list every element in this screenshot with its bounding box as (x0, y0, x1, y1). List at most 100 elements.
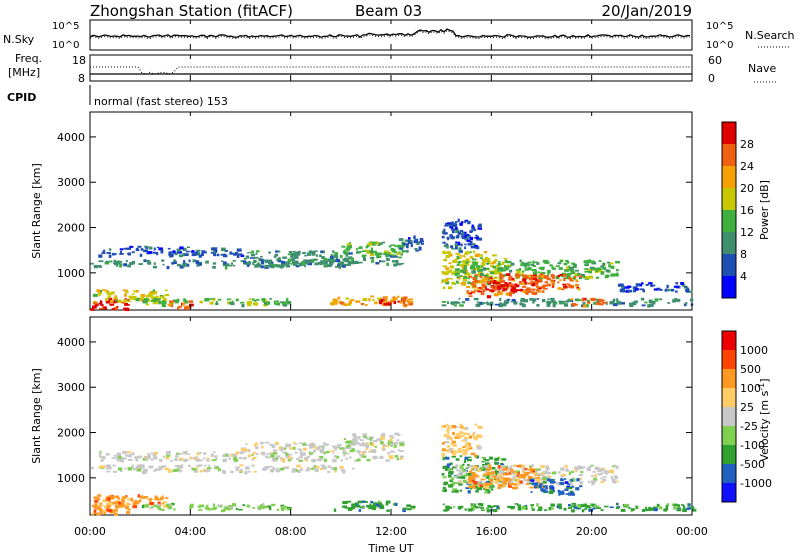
range-cell (99, 509, 104, 512)
range-cell (591, 481, 595, 486)
range-cell (342, 470, 346, 474)
range-cell (317, 445, 321, 449)
range-cell (666, 288, 671, 292)
range-cell (645, 508, 650, 512)
range-cell (274, 300, 279, 303)
range-cell (451, 491, 455, 493)
range-cell (499, 465, 503, 467)
range-cell (443, 434, 448, 438)
range-cell (229, 507, 234, 510)
range-cell (129, 245, 134, 248)
range-cell (197, 452, 202, 455)
range-cell (406, 508, 412, 511)
range-cell (521, 270, 525, 273)
range-cell (293, 446, 296, 450)
range-cell (330, 467, 334, 470)
range-cell (526, 263, 531, 266)
x-tick-label: 08:00 (275, 525, 307, 538)
range-cell (464, 508, 467, 511)
range-cell (479, 272, 484, 277)
range-cell (353, 260, 358, 264)
range-cell (100, 300, 103, 304)
range-cell (403, 296, 408, 299)
range-cell (498, 260, 501, 263)
range-cell (464, 456, 469, 460)
range-cell (450, 437, 453, 441)
range-cell (544, 281, 549, 284)
range-cell (460, 255, 466, 257)
range-cell (470, 468, 474, 471)
y-tick-label: 1000 (57, 472, 85, 485)
range-cell (470, 290, 476, 294)
range-cell (531, 508, 535, 511)
range-cell (420, 242, 424, 245)
range-cell (162, 263, 165, 266)
range-cell (493, 505, 498, 507)
range-cell (98, 290, 103, 294)
range-cell (131, 452, 135, 456)
range-cell (362, 297, 368, 302)
range-cell (365, 245, 369, 249)
range-cell (410, 507, 416, 510)
cpid-label: CPID (7, 91, 36, 104)
range-cell (536, 486, 540, 489)
range-cell (466, 290, 470, 294)
range-cell (559, 259, 564, 263)
range-cell (595, 276, 599, 279)
range-cell (185, 263, 190, 267)
range-cell (136, 289, 139, 293)
range-cell (380, 436, 385, 440)
range-cell (343, 501, 347, 503)
range-cell (507, 478, 512, 482)
colorbar-tick-label: 4 (740, 270, 747, 283)
range-cell (572, 276, 576, 280)
range-cell (341, 245, 346, 248)
range-cell (354, 502, 358, 505)
range-cell (135, 248, 140, 252)
range-cell (352, 467, 355, 470)
range-cell (397, 263, 402, 266)
range-cell (442, 442, 445, 445)
range-cell (420, 240, 424, 242)
range-cell (451, 224, 454, 227)
range-cell (141, 470, 147, 475)
range-cell (191, 250, 195, 253)
range-cell (560, 478, 565, 481)
range-cell (479, 287, 484, 290)
range-cell (112, 501, 118, 505)
range-cell (170, 504, 173, 508)
range-cell (484, 491, 489, 494)
range-cell (413, 237, 416, 240)
range-cell (462, 439, 468, 442)
range-cell (320, 261, 326, 263)
range-cell (196, 249, 201, 252)
range-cell (463, 256, 466, 258)
range-cell (462, 463, 465, 466)
range-cell (467, 242, 473, 246)
range-cell (522, 290, 526, 293)
range-cell (530, 506, 534, 510)
range-cell (489, 271, 493, 274)
range-cell (477, 225, 482, 228)
range-cell (105, 502, 110, 506)
range-cell (595, 298, 599, 301)
range-cell (178, 469, 183, 473)
range-cell (119, 248, 124, 251)
range-cell (240, 468, 243, 471)
range-cell (227, 264, 233, 267)
range-cell (448, 506, 453, 509)
range-cell (543, 288, 548, 290)
range-cell (132, 293, 135, 295)
range-cell (538, 506, 543, 510)
range-cell (320, 464, 325, 467)
nave-tick-low: 0 (708, 72, 715, 85)
range-cell (215, 457, 218, 460)
range-cell (524, 507, 528, 510)
range-cell (571, 279, 574, 282)
range-cell (605, 269, 610, 273)
range-cell (685, 286, 688, 288)
range-cell (251, 464, 255, 467)
range-cell (207, 464, 211, 467)
range-cell (610, 265, 615, 269)
range-cell (490, 475, 495, 478)
